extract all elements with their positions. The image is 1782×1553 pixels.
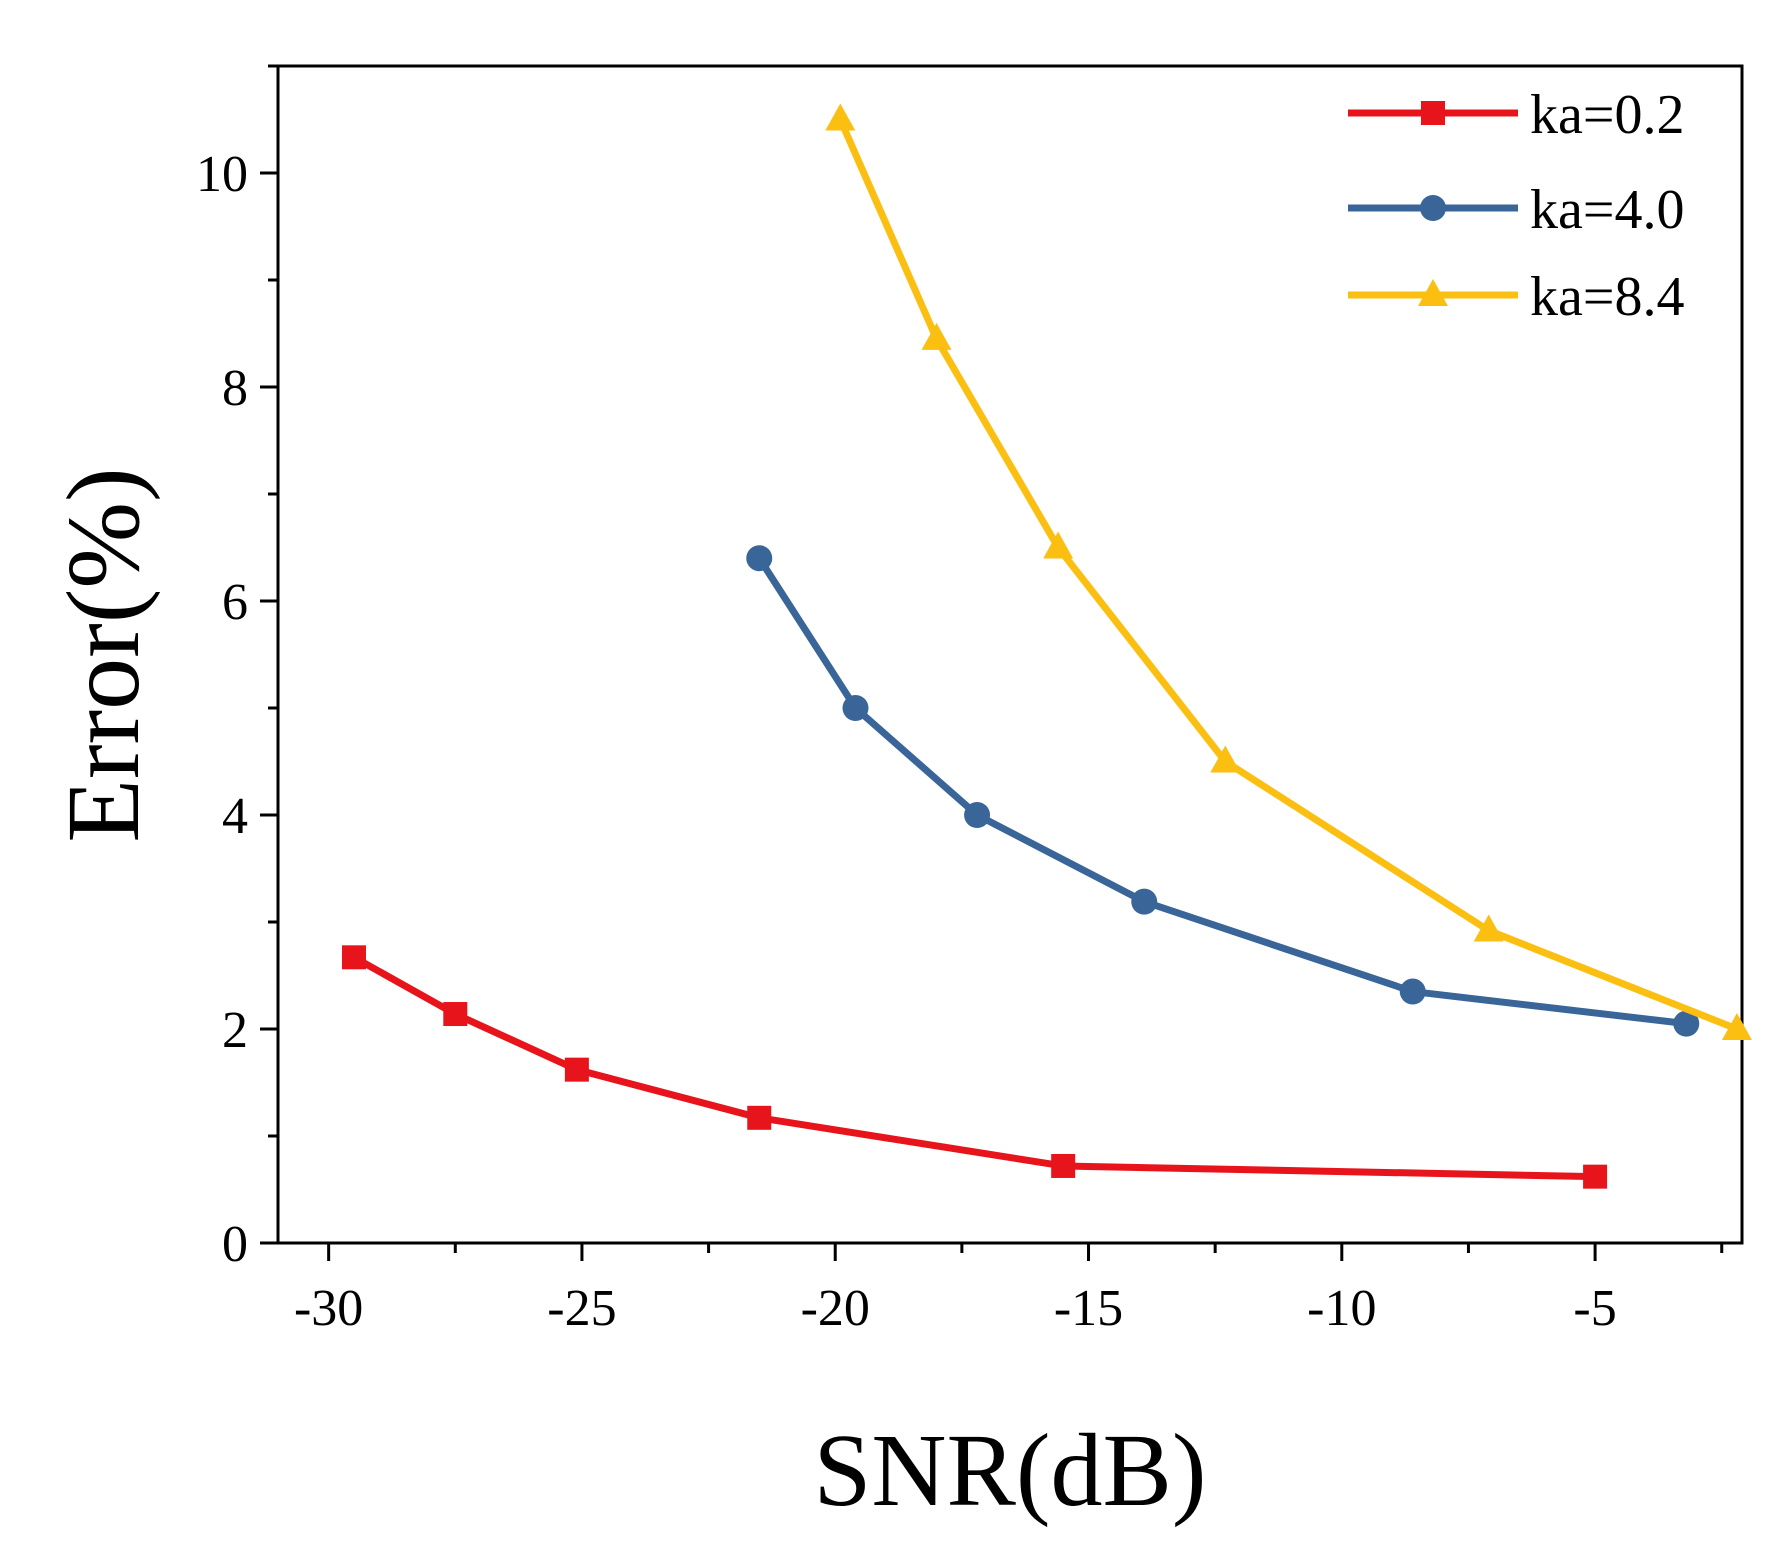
x-axis-title: SNR(dB) [814, 1413, 1207, 1528]
data-point [443, 1002, 468, 1027]
x-tick-label: -10 [1307, 1280, 1376, 1337]
data-point [842, 695, 869, 721]
legend-item: ka=4.0 [1348, 179, 1684, 241]
series-line [837, 118, 1739, 1033]
data-point [1399, 978, 1426, 1005]
series-ka=4.0 [746, 545, 1700, 1037]
data-point [1473, 914, 1504, 942]
data-point [1051, 1153, 1076, 1178]
series-ka=8.4 [825, 103, 1752, 1040]
series-layer [341, 103, 1752, 1189]
data-point [746, 545, 773, 572]
y-tick-label: 8 [222, 360, 248, 417]
data-point [564, 1057, 589, 1082]
data-point [1043, 531, 1074, 559]
data-point [921, 322, 952, 350]
y-tick-label: 10 [196, 146, 248, 203]
y-tick-label: 6 [222, 574, 248, 631]
x-tick-label: -5 [1573, 1280, 1616, 1337]
y-axis-title: Error(%) [46, 467, 161, 842]
data-point [747, 1105, 772, 1130]
y-tick-label: 4 [222, 788, 248, 845]
legend-label: ka=4.0 [1530, 179, 1684, 241]
y-tick-label: 2 [222, 1002, 248, 1059]
series-ka=0.2 [341, 945, 1608, 1189]
series-line [352, 954, 1596, 1181]
legend-item: ka=0.2 [1348, 84, 1684, 146]
x-tick-label: -30 [294, 1280, 363, 1337]
x-tick-label: -25 [547, 1280, 616, 1337]
legend-marker [1421, 101, 1445, 125]
legend-marker [1420, 195, 1446, 221]
legend-marker [1418, 279, 1448, 306]
data-point [1583, 1164, 1608, 1189]
data-point [1131, 888, 1158, 915]
plot-frame [276, 64, 1744, 1245]
data-point [964, 802, 991, 828]
x-tick-label: -15 [1054, 1280, 1123, 1337]
data-point [1721, 1013, 1752, 1040]
x-tick-label: -20 [801, 1280, 870, 1337]
data-point [1210, 745, 1241, 773]
data-point [1673, 1010, 1700, 1037]
series-line [756, 556, 1687, 1028]
data-point [825, 103, 856, 131]
legend: ka=0.2 ka=4.0 ka=8.4 [1348, 84, 1684, 328]
y-tick-label: 0 [222, 1216, 248, 1273]
legend-label: ka=8.4 [1530, 266, 1684, 328]
legend-label: ka=0.2 [1530, 84, 1684, 146]
data-point [341, 945, 366, 970]
legend-item: ka=8.4 [1348, 266, 1684, 328]
axis-ticks: -30 -25 -20 -15 -10 -5 0 2 4 6 8 10 [196, 64, 1724, 1337]
